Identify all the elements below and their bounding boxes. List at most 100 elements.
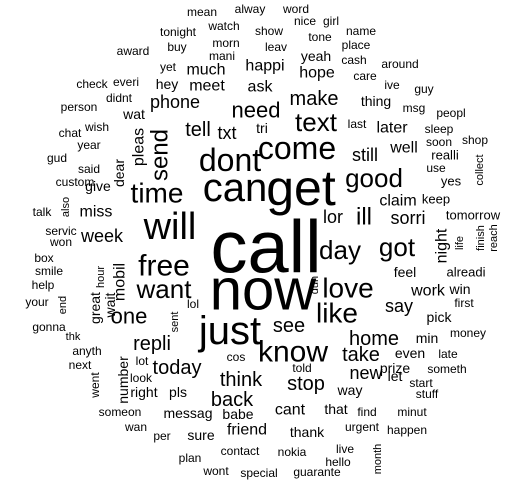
word-sorri: sorri: [391, 208, 426, 228]
word-girl: girl: [323, 14, 339, 28]
word-wan: wan: [124, 420, 147, 434]
word-will: will: [143, 206, 197, 248]
word-repli: repli: [133, 333, 171, 355]
word-alreadi: alreadi: [446, 265, 485, 280]
word-realli: realli: [431, 148, 459, 163]
word-pick: pick: [427, 309, 453, 325]
word-one: one: [111, 304, 148, 329]
word-yeah: yeah: [301, 48, 331, 64]
word-even: even: [395, 345, 425, 361]
word-anyth: anyth: [72, 344, 101, 358]
word-min: min: [416, 330, 439, 346]
word-someon: someon: [99, 405, 142, 419]
word-yes: yes: [441, 174, 462, 189]
word-day: day: [319, 235, 361, 265]
word-right: right: [130, 384, 157, 400]
word-say: say: [385, 296, 413, 316]
word-buy: buy: [167, 40, 186, 54]
word-think: think: [220, 369, 263, 391]
word-start: start: [409, 376, 433, 390]
word-morn: morn: [212, 36, 239, 50]
word-reach: reach: [488, 224, 500, 252]
word-tomorrow: tomorrow: [446, 208, 501, 223]
word-make: make: [290, 88, 339, 110]
word-wish: wish: [84, 120, 109, 134]
word-come: come: [258, 130, 336, 166]
word-want: want: [136, 274, 193, 304]
word-alway: alway: [235, 2, 266, 16]
word-cash: cash: [341, 53, 366, 67]
word-pleas: pleas: [131, 128, 148, 166]
word-prize: prize: [380, 360, 411, 376]
word-find: find: [357, 405, 376, 419]
word-txt: txt: [217, 123, 236, 143]
word-send: send: [147, 129, 174, 181]
word-peopl: peopl: [436, 106, 465, 120]
word-now: now: [210, 258, 318, 323]
word-tonight: tonight: [160, 25, 197, 39]
word-went: went: [88, 372, 102, 399]
word-let: let: [388, 368, 403, 384]
word-late: late: [438, 347, 458, 361]
word-shop: shop: [462, 133, 488, 147]
word-urgent: urgent: [345, 420, 380, 434]
word-next: next: [69, 358, 92, 372]
word-great: great: [87, 292, 103, 324]
word-custom: custom: [56, 175, 95, 189]
word-check: check: [76, 77, 108, 91]
word-night: night: [434, 228, 451, 263]
word-like: like: [316, 298, 358, 329]
word-call: call: [210, 206, 321, 289]
word-nice: nice: [294, 14, 316, 28]
word-give: give: [85, 178, 111, 194]
word-won: won: [49, 235, 72, 249]
word-hey: hey: [156, 76, 179, 92]
word-ill: ill: [356, 204, 372, 231]
word-love: love: [322, 273, 373, 304]
word-cos: cos: [227, 350, 246, 364]
word-happen: happen: [387, 423, 427, 437]
word-back: back: [211, 389, 254, 411]
word-everi: everi: [113, 75, 139, 89]
word-money: money: [450, 326, 486, 340]
word-use: use: [426, 161, 446, 175]
word-mean: mean: [187, 5, 217, 19]
word-also: also: [60, 197, 72, 217]
word-got: got: [379, 232, 416, 262]
word-dun: dun: [309, 276, 321, 294]
word-lor: lor: [323, 207, 343, 227]
word-sleep: sleep: [425, 122, 454, 136]
word-today: today: [153, 357, 202, 379]
word-word: word: [282, 2, 309, 16]
word-tri: tri: [256, 120, 268, 136]
word-friend: friend: [227, 422, 267, 439]
word-stop: stop: [287, 373, 325, 395]
word-told: told: [292, 361, 311, 375]
word-feel: feel: [394, 264, 417, 280]
word-hour: hour: [95, 266, 107, 288]
word-thing: thing: [361, 93, 391, 109]
word-talk: talk: [33, 205, 53, 219]
word-person: person: [61, 100, 98, 114]
word-thank: thank: [290, 424, 325, 440]
word-ask: ask: [248, 79, 274, 96]
word-said: said: [78, 162, 100, 176]
word-life: life: [454, 236, 466, 250]
word-hope: hope: [299, 65, 335, 82]
word-name: name: [346, 24, 376, 38]
word-first: first: [454, 296, 474, 310]
word-lol: lol: [187, 297, 199, 311]
word-lot: lot: [136, 354, 149, 368]
word-hello: hello: [325, 455, 351, 469]
word-award: award: [117, 44, 150, 58]
word-yet: yet: [160, 60, 177, 74]
word-number: number: [115, 356, 131, 404]
word-month: month: [372, 444, 384, 475]
word-help: help: [32, 278, 55, 292]
word-much: much: [186, 62, 225, 79]
word-place: place: [342, 38, 371, 52]
word-wat: wat: [122, 106, 145, 122]
word-didnt: didnt: [106, 91, 133, 105]
